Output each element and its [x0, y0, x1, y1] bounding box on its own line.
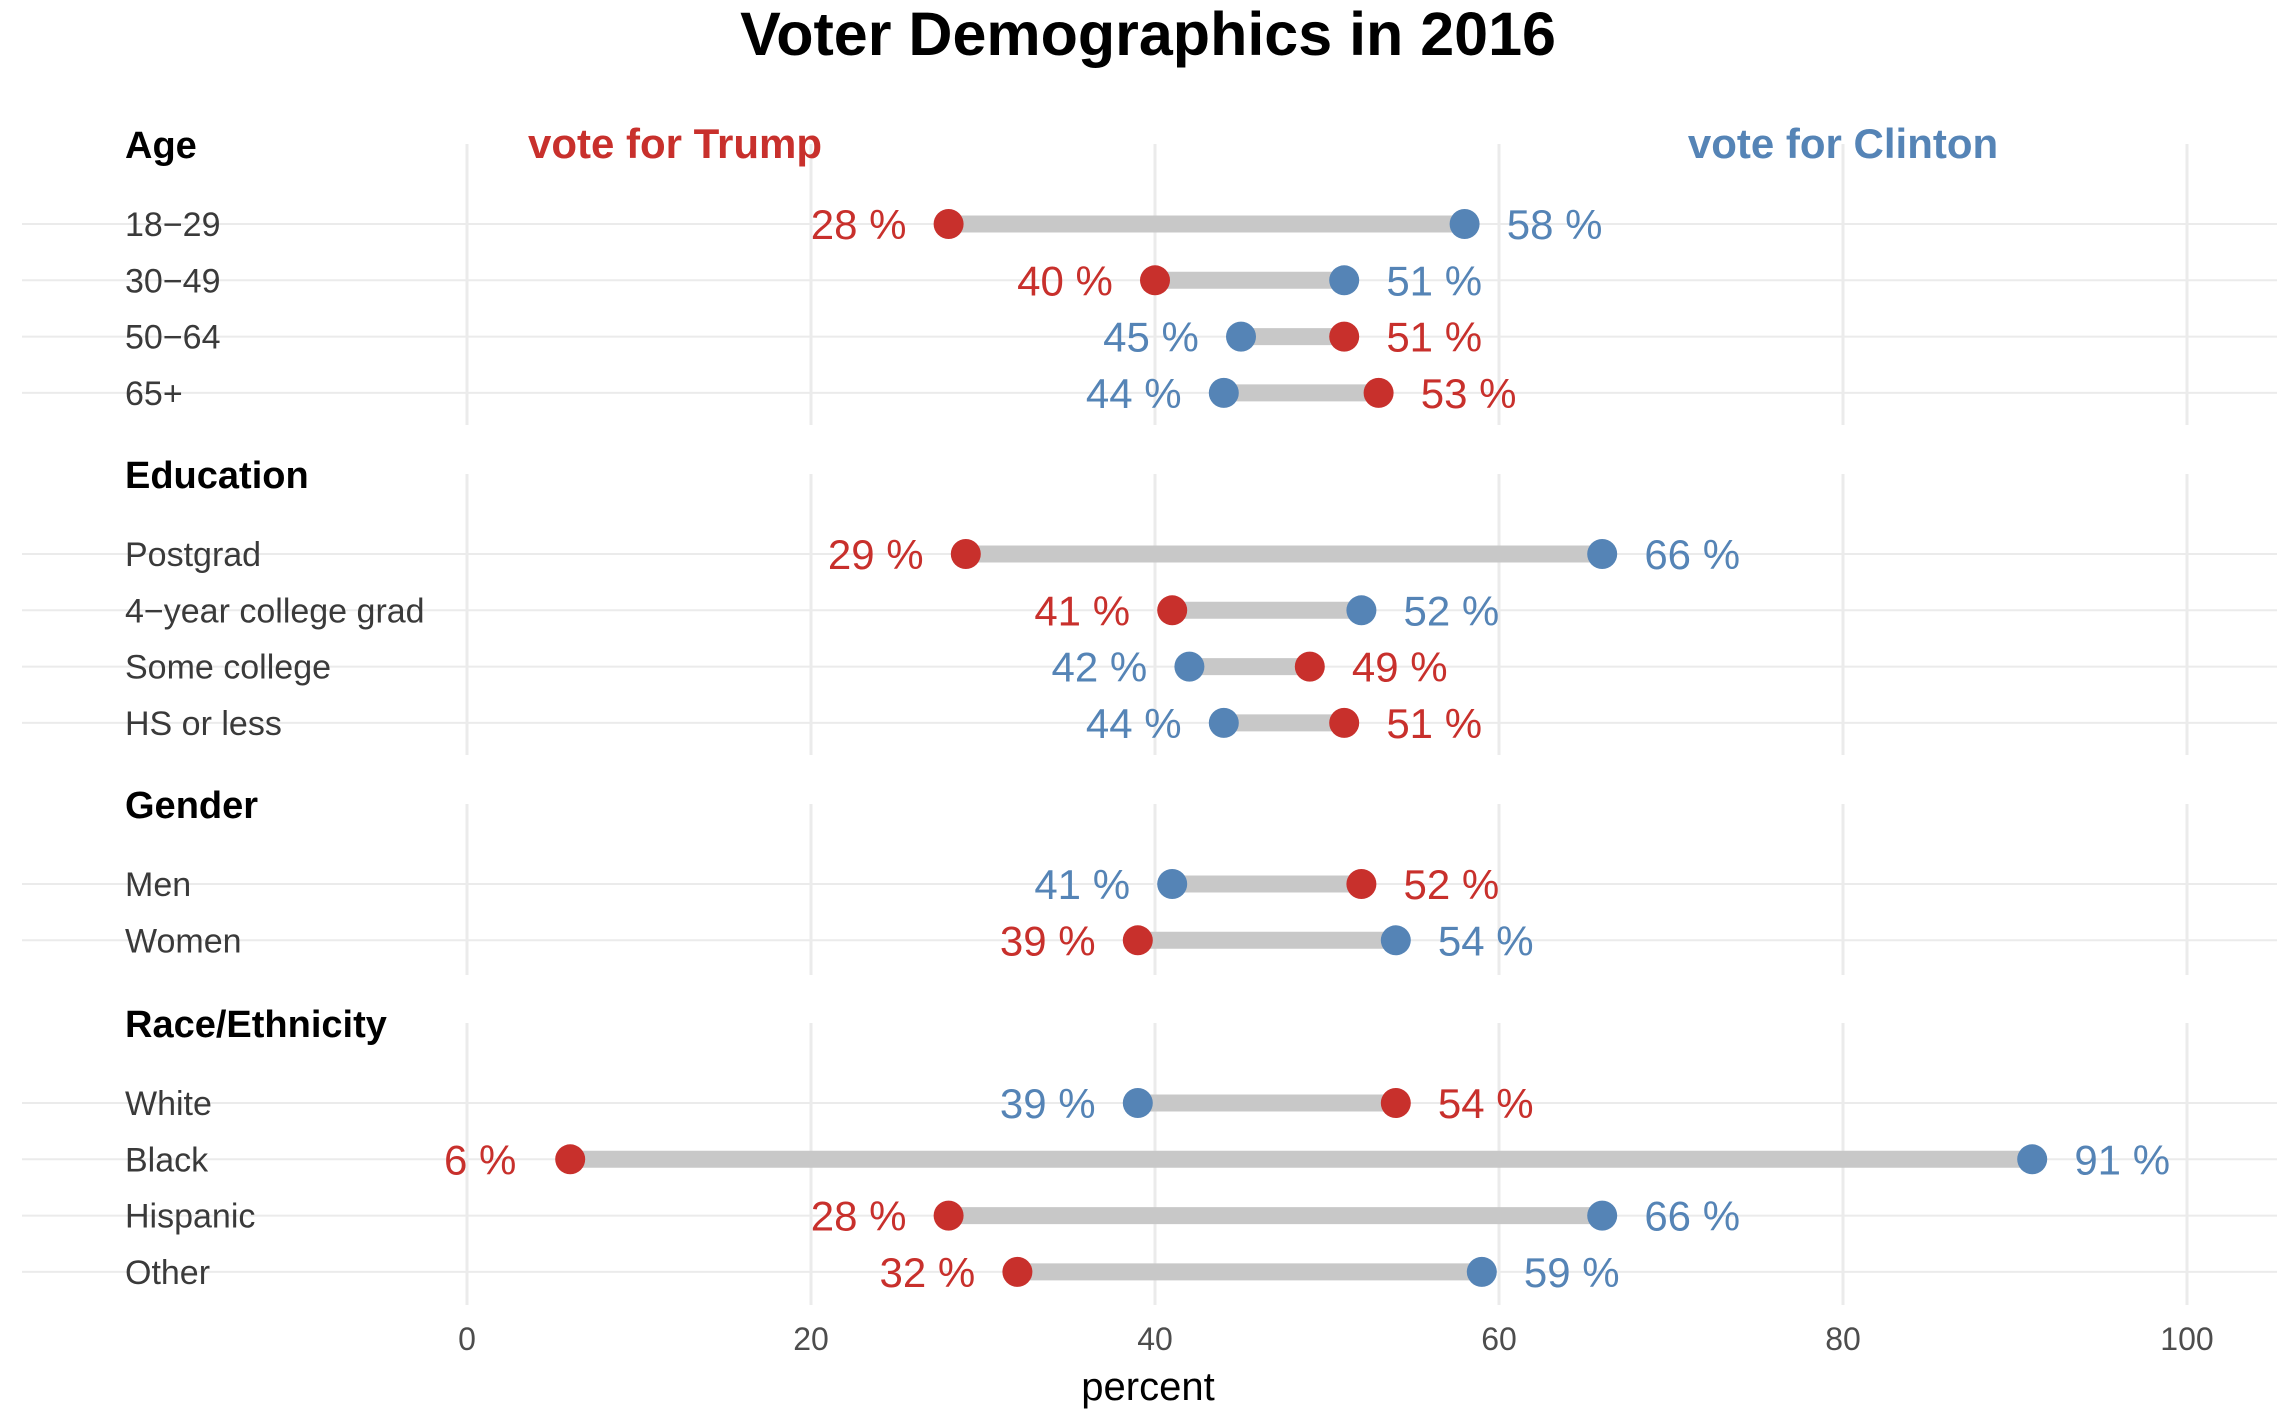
trump-point: [1140, 265, 1170, 296]
clinton-value-label: 51 %: [1386, 257, 1482, 304]
trump-point: [933, 1200, 964, 1231]
x-axis-ticks: 0 20 40 60 80 100: [458, 1321, 2214, 1357]
trump-point: [1363, 377, 1394, 408]
row-label: Postgrad: [125, 536, 261, 574]
clinton-value-label: 41 %: [1034, 861, 1130, 908]
trump-value-label: 53 %: [1421, 370, 1517, 417]
clinton-point: [1449, 209, 1480, 239]
clinton-point: [1208, 707, 1239, 738]
clinton-point: [1157, 869, 1188, 899]
group-gender: Gender Men 52 % 41 % Women 39 % 54 %: [22, 785, 2277, 975]
trump-value-label: 39 %: [1000, 917, 1096, 964]
clinton-point: [1380, 925, 1411, 956]
trump-value-label: 28 %: [811, 201, 907, 248]
row-label: White: [125, 1085, 212, 1123]
clinton-value-label: 44 %: [1086, 370, 1182, 417]
trump-value-label: 52 %: [1404, 861, 1500, 908]
legend-clinton-label: vote for Clinton: [1688, 120, 1998, 167]
row-label: Black: [125, 1141, 209, 1179]
x-axis-title: percent: [1081, 1365, 1214, 1409]
group-education: Education Postgrad 29 % 66 % 4−year college …: [22, 455, 2277, 755]
trump-value-label: 40 %: [1017, 257, 1113, 304]
trump-point: [555, 1144, 586, 1175]
clinton-value-label: 91 %: [2074, 1136, 2170, 1183]
group-title: Education: [125, 455, 309, 497]
x-tick-label: 60: [1481, 1321, 1517, 1357]
clinton-value-label: 58 %: [1507, 201, 1603, 248]
clinton-value-label: 52 %: [1404, 587, 1500, 634]
trump-value-label: 51 %: [1386, 314, 1482, 361]
clinton-value-label: 54 %: [1438, 917, 1534, 964]
row-label: 30−49: [125, 262, 221, 300]
row-label: Other: [125, 1254, 210, 1292]
clinton-value-label: 66 %: [1644, 1193, 1740, 1240]
row-label: Some college: [125, 649, 331, 687]
clinton-point: [2017, 1144, 2048, 1175]
trump-point: [1002, 1256, 1033, 1287]
trump-value-label: 29 %: [828, 531, 924, 578]
trump-value-label: 51 %: [1386, 700, 1482, 747]
trump-point: [1157, 595, 1188, 626]
clinton-value-label: 39 %: [1000, 1080, 1096, 1127]
clinton-point: [1466, 1256, 1497, 1287]
clinton-point: [1122, 1088, 1153, 1118]
chart-panels: Age 18−29 28 % 58 % 30−49 40 % 51 % 50−64 51 % 45…: [22, 125, 2277, 1305]
x-tick-label: 100: [2160, 1321, 2213, 1357]
group-title: Age: [125, 125, 197, 167]
trump-point: [1329, 321, 1360, 352]
legend-trump-label: vote for Trump: [528, 120, 822, 167]
clinton-point: [1346, 595, 1377, 626]
row-label: 18−29: [125, 206, 221, 244]
clinton-point: [1587, 1200, 1618, 1231]
group-title: Race/Ethnicity: [125, 1004, 387, 1046]
x-tick-label: 80: [1825, 1321, 1861, 1357]
group-race-ethnicity: Race/Ethnicity White 54 % 39 % Black 6 % 91 % H…: [22, 1004, 2277, 1305]
trump-value-label: 6 %: [444, 1136, 516, 1183]
trump-point: [933, 209, 964, 239]
row-label: 50−64: [125, 319, 221, 357]
trump-point: [1380, 1088, 1411, 1118]
chart-title: Voter Demographics in 2016: [740, 0, 1556, 68]
clinton-value-label: 66 %: [1644, 531, 1740, 578]
trump-point: [950, 539, 981, 569]
clinton-point: [1329, 265, 1360, 296]
trump-point: [1329, 707, 1360, 738]
x-tick-label: 20: [793, 1321, 829, 1357]
trump-point: [1294, 651, 1325, 682]
clinton-value-label: 45 %: [1103, 314, 1199, 361]
clinton-point: [1174, 651, 1205, 682]
row-label: 4−year college grad: [125, 592, 425, 630]
trump-value-label: 32 %: [880, 1249, 976, 1296]
group-age: Age 18−29 28 % 58 % 30−49 40 % 51 % 50−64 51 % 45…: [22, 125, 2277, 425]
clinton-point: [1208, 377, 1239, 408]
x-tick-label: 0: [458, 1321, 476, 1357]
row-label: HS or less: [125, 705, 282, 743]
clinton-value-label: 42 %: [1052, 644, 1148, 691]
clinton-point: [1226, 321, 1256, 352]
row-label: 65+: [125, 375, 183, 413]
trump-point: [1346, 869, 1377, 899]
clinton-value-label: 44 %: [1086, 700, 1182, 747]
trump-value-label: 41 %: [1034, 587, 1130, 634]
row-label: Women: [125, 922, 242, 960]
x-tick-label: 40: [1137, 1321, 1173, 1357]
row-label: Men: [125, 866, 191, 904]
trump-point: [1122, 925, 1153, 956]
clinton-value-label: 59 %: [1524, 1249, 1620, 1296]
trump-value-label: 54 %: [1438, 1080, 1534, 1127]
trump-value-label: 28 %: [811, 1193, 907, 1240]
row-label: Hispanic: [125, 1198, 255, 1236]
group-title: Gender: [125, 785, 258, 827]
clinton-point: [1587, 539, 1618, 569]
trump-value-label: 49 %: [1352, 644, 1448, 691]
